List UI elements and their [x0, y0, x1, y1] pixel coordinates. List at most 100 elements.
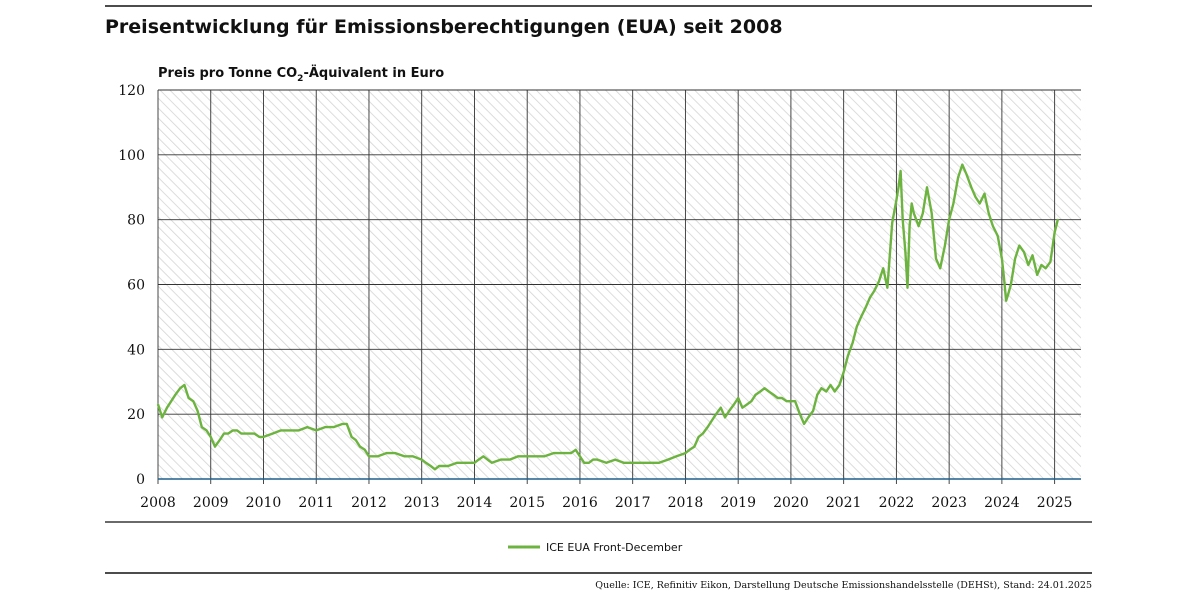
data-point	[952, 202, 955, 205]
data-point	[1040, 264, 1043, 266]
x-tick-label: 2008	[140, 495, 176, 511]
data-point	[794, 400, 796, 403]
y-tick-label: 120	[118, 83, 145, 99]
data-point	[842, 371, 845, 373]
data-point	[508, 458, 511, 461]
data-point	[1014, 257, 1016, 260]
data-point	[1056, 218, 1059, 221]
data-point	[297, 429, 300, 432]
x-tick-label: 2020	[773, 495, 809, 511]
data-point	[733, 403, 735, 406]
data-point	[767, 390, 770, 393]
y-tick-label: 20	[127, 407, 145, 423]
data-point	[473, 461, 476, 464]
data-point	[754, 393, 757, 396]
data-point	[910, 202, 913, 205]
data-point	[249, 432, 252, 435]
y-axis-label-subscript: 2	[297, 74, 303, 84]
data-point	[781, 397, 783, 399]
data-point	[790, 400, 792, 403]
y-tick-label: 100	[118, 148, 145, 164]
y-axis-label: Preis pro Tonne CO2-Äquivalent in Euro	[158, 65, 444, 84]
data-point	[596, 458, 599, 461]
data-point	[289, 429, 291, 432]
data-point	[200, 426, 203, 428]
data-point	[363, 448, 366, 451]
data-point	[944, 244, 946, 247]
series-line-ice-eua	[156, 163, 1059, 471]
data-point	[271, 432, 274, 435]
data-point	[166, 406, 168, 409]
data-point	[719, 406, 722, 409]
data-point	[218, 439, 221, 441]
x-tick-label: 2012	[351, 495, 387, 511]
legend-label: ICE EUA Front-December	[546, 541, 683, 554]
data-point	[930, 212, 933, 215]
data-point	[688, 448, 691, 451]
data-point	[640, 461, 643, 464]
data-point	[763, 387, 766, 390]
data-point	[477, 458, 480, 461]
y-axis-label-main: Preis pro Tonne CO	[158, 66, 297, 81]
data-point	[605, 461, 608, 464]
x-tick-label: 2017	[615, 495, 651, 511]
data-point	[807, 416, 810, 419]
data-point	[385, 452, 388, 454]
data-point	[974, 196, 977, 198]
data-point	[820, 387, 823, 390]
data-point	[776, 397, 779, 399]
data-point	[897, 186, 900, 189]
data-point	[855, 325, 858, 328]
y-tick-label: 80	[127, 213, 145, 229]
data-point	[957, 176, 959, 179]
data-point	[803, 423, 805, 425]
data-point	[161, 416, 164, 419]
data-point	[649, 461, 651, 464]
x-tick-label: 2010	[246, 495, 282, 511]
x-tick-label: 2013	[404, 495, 440, 511]
data-point	[675, 455, 678, 458]
data-point	[983, 192, 986, 195]
data-point	[543, 455, 546, 458]
data-point	[579, 455, 581, 458]
x-tick-label: 2025	[1037, 495, 1073, 511]
data-point	[961, 163, 964, 166]
data-point	[341, 423, 344, 425]
data-point	[196, 410, 199, 412]
data-point	[456, 461, 458, 464]
data-point	[1003, 277, 1005, 279]
x-tick-label: 2022	[879, 495, 915, 511]
data-point	[499, 458, 502, 461]
data-point	[847, 354, 849, 357]
data-point	[368, 455, 370, 458]
x-tick-label: 2024	[984, 495, 1020, 511]
y-tick-label: 40	[127, 342, 145, 358]
data-point	[240, 432, 243, 435]
data-point	[904, 251, 907, 254]
data-point	[438, 465, 440, 467]
data-point	[812, 410, 814, 412]
legend: ICE EUA Front-December	[508, 541, 683, 554]
data-point	[429, 465, 432, 467]
data-point	[377, 455, 379, 458]
data-point	[245, 432, 248, 435]
data-point	[935, 257, 937, 260]
data-point	[737, 397, 740, 399]
data-point	[891, 222, 894, 224]
x-tick-label: 2016	[562, 495, 598, 511]
x-tick-label: 2009	[193, 495, 229, 511]
data-point	[332, 426, 335, 428]
data-point	[906, 286, 909, 289]
data-point	[921, 212, 924, 215]
data-point	[187, 397, 190, 399]
data-point	[223, 432, 225, 435]
data-point	[592, 458, 594, 461]
data-point	[227, 432, 230, 435]
data-point	[517, 455, 520, 458]
data-point	[232, 429, 234, 432]
data-point	[394, 452, 397, 454]
data-point	[1053, 231, 1056, 234]
data-point	[939, 267, 942, 270]
data-point	[1018, 244, 1021, 247]
